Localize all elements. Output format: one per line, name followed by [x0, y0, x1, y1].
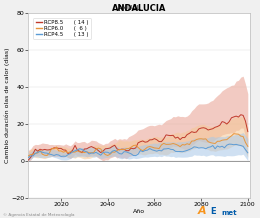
Legend: RCP8.5      ( 14 ), RCP6.0      (  6 ), RCP4.5      ( 13 ): RCP8.5 ( 14 ), RCP6.0 ( 6 ), RCP4.5 ( 13…: [33, 18, 91, 39]
Text: E: E: [211, 207, 216, 216]
X-axis label: Año: Año: [133, 209, 145, 214]
Title: ANDALUCIA: ANDALUCIA: [112, 4, 166, 13]
Y-axis label: Cambio duración olas de calor (días): Cambio duración olas de calor (días): [4, 48, 10, 164]
Text: met: met: [221, 210, 237, 216]
Text: © Agencia Estatal de Meteorología: © Agencia Estatal de Meteorología: [3, 213, 74, 217]
Text: A: A: [198, 206, 206, 216]
Text: ANUAL: ANUAL: [118, 5, 142, 11]
